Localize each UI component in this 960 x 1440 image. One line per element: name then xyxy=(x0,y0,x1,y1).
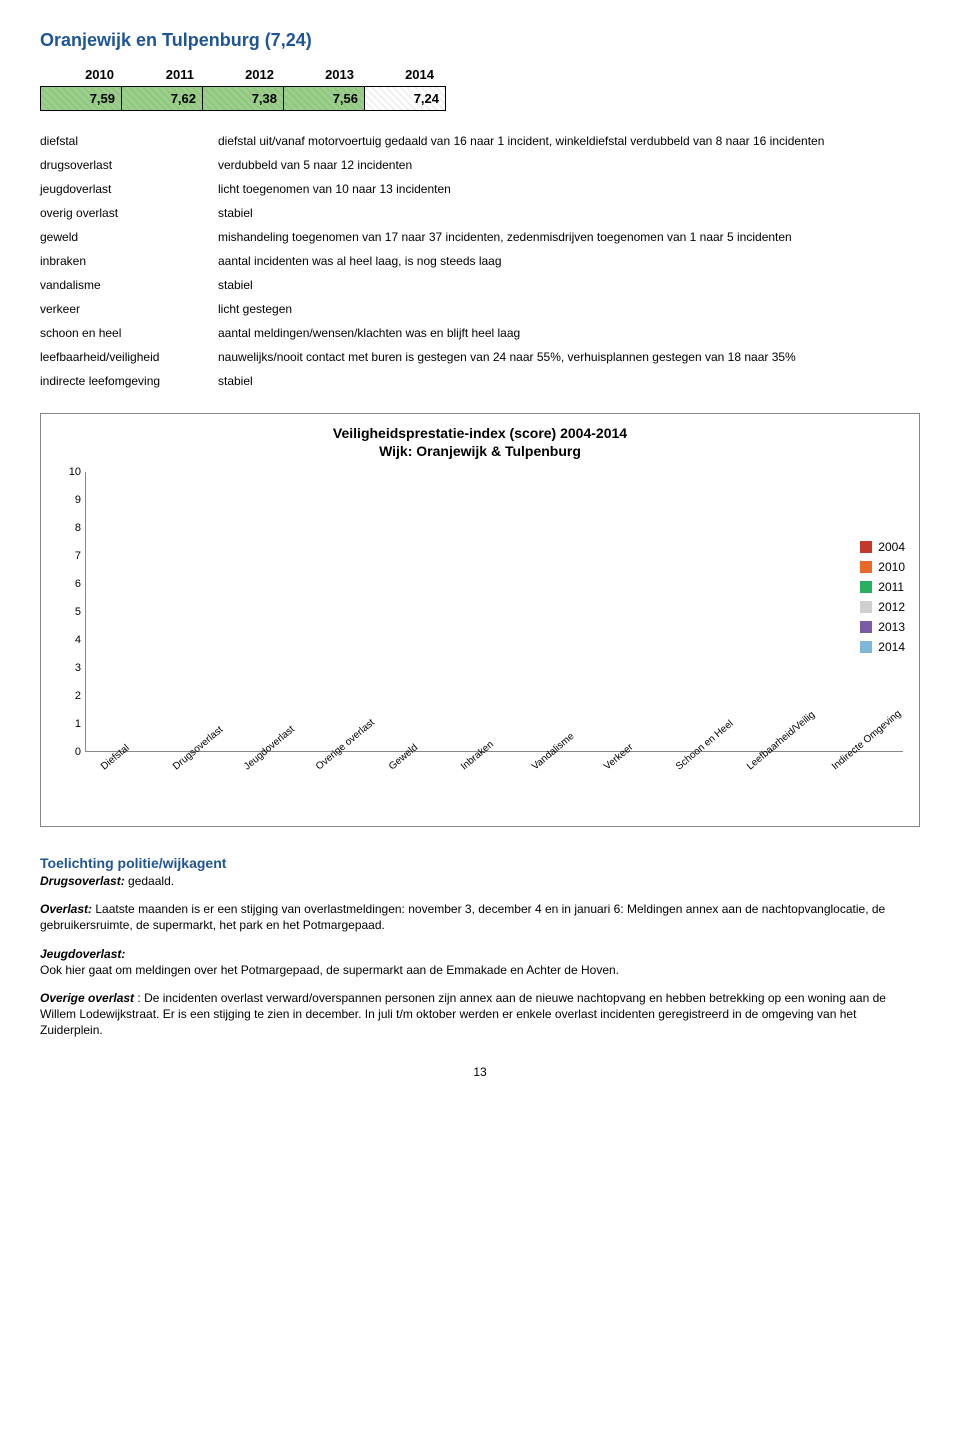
def-label: inbraken xyxy=(40,249,218,273)
page-title: Oranjewijk en Tulpenburg (7,24) xyxy=(40,30,920,51)
def-label: verkeer xyxy=(40,297,218,321)
def-label: jeugdoverlast xyxy=(40,177,218,201)
year-cell: 2013 xyxy=(280,65,360,84)
legend-item: 2013 xyxy=(860,620,905,634)
x-axis-labels: DiefstalDrugsoverlastJeugdoverlastOverig… xyxy=(85,752,903,822)
def-text: licht gestegen xyxy=(218,297,920,321)
legend-swatch xyxy=(860,601,872,613)
def-text: nauwelijks/nooit contact met buren is ge… xyxy=(218,345,920,369)
score-cell: 7,38 xyxy=(203,87,284,111)
chart-legend: 2004 2010 2011 2012 2013 2014 xyxy=(860,534,905,660)
page-number: 13 xyxy=(40,1065,920,1079)
def-label: drugsoverlast xyxy=(40,153,218,177)
legend-label: 2010 xyxy=(878,560,905,574)
def-label: schoon en heel xyxy=(40,321,218,345)
def-label: vandalisme xyxy=(40,273,218,297)
narrative-heading: Toelichting politie/wijkagent xyxy=(40,855,920,871)
def-label: leefbaarheid/veiligheid xyxy=(40,345,218,369)
score-cell: 7,59 xyxy=(41,87,122,111)
definitions-table: diefstaldiefstal uit/vanaf motorvoertuig… xyxy=(40,129,920,393)
def-text: aantal meldingen/wensen/klachten was en … xyxy=(218,321,920,345)
drugs-label: Drugsoverlast: xyxy=(40,874,125,888)
years-row: 20102011201220132014 xyxy=(40,65,440,84)
def-label: overig overlast xyxy=(40,201,218,225)
overige-label: Overige overlast xyxy=(40,991,134,1005)
def-label: geweld xyxy=(40,225,218,249)
drugs-text: gedaald. xyxy=(125,874,174,888)
legend-label: 2013 xyxy=(878,620,905,634)
def-text: stabiel xyxy=(218,273,920,297)
score-cell: 7,56 xyxy=(284,87,365,111)
year-cell: 2014 xyxy=(360,65,440,84)
scores-row: 7,597,627,387,567,24 xyxy=(40,86,446,111)
legend-item: 2010 xyxy=(860,560,905,574)
year-cell: 2011 xyxy=(120,65,200,84)
legend-label: 2012 xyxy=(878,600,905,614)
year-cell: 2012 xyxy=(200,65,280,84)
legend-item: 2012 xyxy=(860,600,905,614)
chart-title-2: Wijk: Oranjewijk & Tulpenburg xyxy=(379,443,581,459)
overige-text: : De incidenten overlast verward/overspa… xyxy=(40,991,886,1037)
def-text: aantal incidenten was al heel laag, is n… xyxy=(218,249,920,273)
def-text: licht toegenomen van 10 naar 13 incident… xyxy=(218,177,920,201)
def-text: verdubbeld van 5 naar 12 incidenten xyxy=(218,153,920,177)
legend-swatch xyxy=(860,641,872,653)
def-label: indirecte leefomgeving xyxy=(40,369,218,393)
def-text: stabiel xyxy=(218,201,920,225)
jeugd-label: Jeugdoverlast: xyxy=(40,947,125,961)
def-text: mishandeling toegenomen van 17 naar 37 i… xyxy=(218,225,920,249)
year-cell: 2010 xyxy=(40,65,120,84)
legend-item: 2014 xyxy=(860,640,905,654)
plot-area xyxy=(85,472,903,752)
score-cell: 7,62 xyxy=(122,87,203,111)
legend-swatch xyxy=(860,621,872,633)
legend-label: 2011 xyxy=(878,580,904,594)
chart-title-1: Veiligheidsprestatie-index (score) 2004-… xyxy=(333,425,627,441)
def-label: diefstal xyxy=(40,129,218,153)
jeugd-text: Ook hier gaat om meldingen over het Potm… xyxy=(40,963,619,977)
def-text: diefstal uit/vanaf motorvoertuig gedaald… xyxy=(218,129,920,153)
score-cell: 7,24 xyxy=(365,87,446,111)
vpi-chart: Veiligheidsprestatie-index (score) 2004-… xyxy=(40,413,920,827)
legend-label: 2004 xyxy=(878,540,905,554)
y-axis: 012345678910 xyxy=(57,472,85,752)
legend-swatch xyxy=(860,561,872,573)
overlast-label: Overlast: xyxy=(40,902,92,916)
legend-item: 2011 xyxy=(860,580,905,594)
legend-label: 2014 xyxy=(878,640,905,654)
def-text: stabiel xyxy=(218,369,920,393)
overlast-text: Laatste maanden is er een stijging van o… xyxy=(40,902,885,932)
legend-swatch xyxy=(860,581,872,593)
legend-item: 2004 xyxy=(860,540,905,554)
legend-swatch xyxy=(860,541,872,553)
